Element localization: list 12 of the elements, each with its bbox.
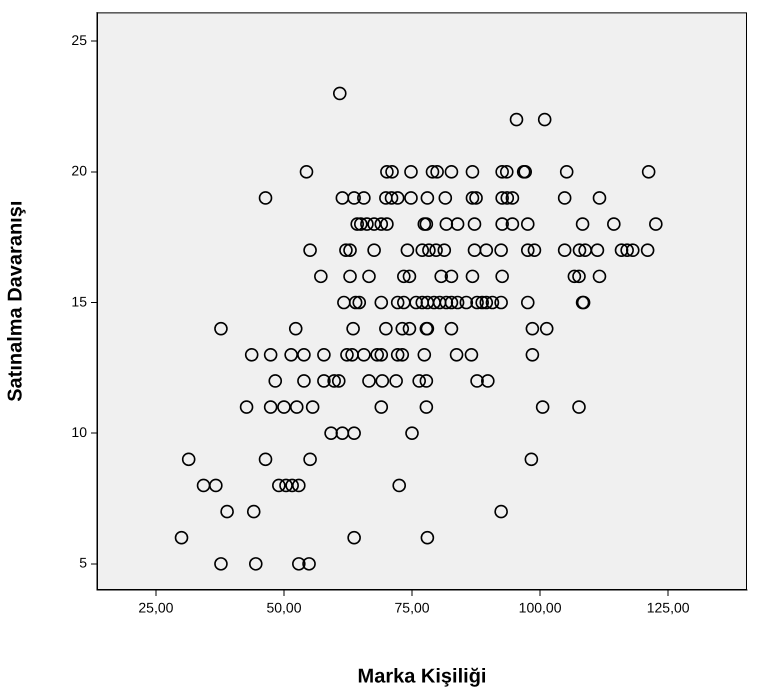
y-axis-title: Satınalma Davaranışı xyxy=(4,200,27,402)
y-tick-label: 15 xyxy=(71,293,88,310)
y-tick-label: 10 xyxy=(71,424,88,440)
x-tick-label: 50,00 xyxy=(266,599,302,616)
x-tick-label: 75,00 xyxy=(394,599,430,616)
y-tick-label: 25 xyxy=(71,32,88,48)
x-tick-label: 25,00 xyxy=(138,599,174,616)
x-axis-title: Marka Kişiliği xyxy=(358,666,486,688)
x-tick-label: 100,00 xyxy=(518,599,562,616)
y-tick-label: 20 xyxy=(71,162,88,179)
x-tick-label: 125,00 xyxy=(646,599,690,616)
y-tick-label: 5 xyxy=(79,554,88,571)
